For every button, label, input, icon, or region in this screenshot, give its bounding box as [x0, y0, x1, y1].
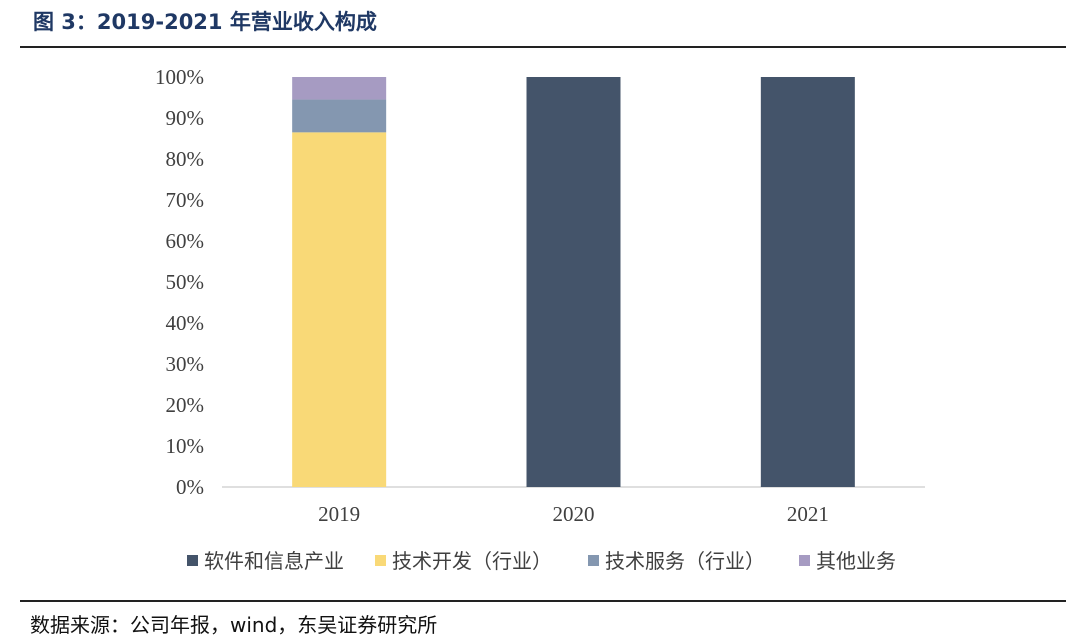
y-tick-label: 100% [155, 65, 204, 89]
figure-title: 图 3：2019-2021 年营业收入构成 [33, 10, 377, 34]
stacked-bar-chart: 0%10%20%30%40%50%60%70%80%90%100% 2019 20… [155, 65, 925, 573]
y-tick-label: 0% [176, 475, 204, 499]
bars [292, 77, 855, 487]
legend: 软件和信息产业 技术开发（行业） 技术服务（行业） 其他业务 [187, 549, 896, 573]
y-tick-label: 60% [166, 229, 205, 253]
y-tick-label: 10% [166, 434, 205, 458]
legend-swatch [799, 555, 810, 566]
bar-segment-2019-3 [292, 99, 387, 133]
source-note: 数据来源：公司年报，wind，东吴证券研究所 [30, 613, 438, 637]
x-tick-label: 2021 [787, 502, 829, 526]
top-rule [20, 46, 1066, 48]
legend-label: 软件和信息产业 [204, 549, 344, 573]
legend-label: 技术开发（行业） [392, 549, 552, 573]
x-axis-ticks: 2019 2020 2021 [318, 502, 829, 526]
bar-segment-2019-2 [292, 132, 387, 487]
y-tick-label: 20% [166, 393, 205, 417]
legend-label: 技术服务（行业） [605, 549, 765, 573]
legend-swatch [375, 555, 386, 566]
legend-swatch [187, 555, 198, 566]
y-tick-label: 30% [166, 352, 205, 376]
bar-segment-2020-1 [526, 77, 621, 487]
y-tick-label: 50% [166, 270, 205, 294]
y-tick-label: 80% [166, 147, 205, 171]
y-tick-label: 70% [166, 188, 205, 212]
y-tick-label: 90% [166, 106, 205, 130]
y-tick-label: 40% [166, 311, 205, 335]
x-tick-label: 2020 [553, 502, 595, 526]
bar-segment-2019-4 [292, 77, 387, 100]
bar-segment-2021-1 [760, 77, 855, 487]
legend-swatch [588, 555, 599, 566]
x-tick-label: 2019 [318, 502, 360, 526]
y-axis-ticks: 0% 10% 20% 30% 40% 50% 60% 70% 80% 90% 100% [155, 65, 204, 499]
legend-label: 其他业务 [816, 549, 896, 573]
bottom-rule [20, 600, 1066, 602]
